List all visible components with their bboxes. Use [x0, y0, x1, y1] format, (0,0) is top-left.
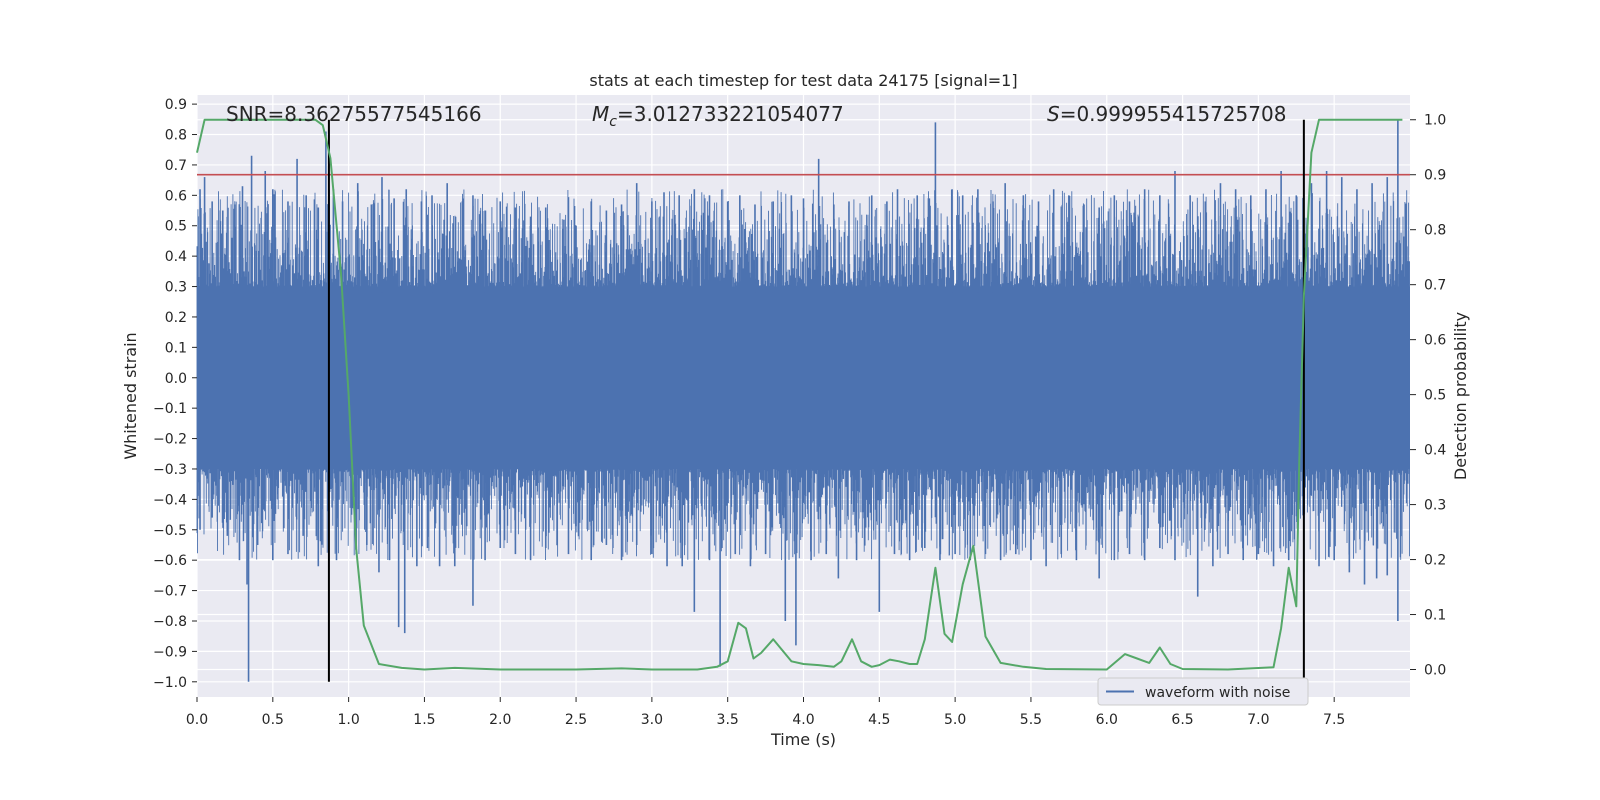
- mc-value: =3.012733221054077: [617, 102, 844, 126]
- y-right-tick-label: 0.9: [1424, 168, 1446, 184]
- vertical-markers: [327, 119, 1305, 682]
- x-tick-label: 2.5: [565, 712, 587, 728]
- x-tick-label: 3.0: [641, 712, 663, 728]
- legend-entry-waveform: waveform with noise: [1145, 685, 1290, 701]
- y-left-tick-label: −0.4: [153, 492, 187, 508]
- y-right-tick-label: 0.3: [1424, 498, 1446, 514]
- y-left-tick-label: 0.7: [165, 158, 187, 174]
- y-right-tick-label: 0.6: [1424, 333, 1446, 349]
- y-right-tick-label: 0.7: [1424, 278, 1446, 294]
- y-left-tick-label: −0.8: [153, 614, 187, 630]
- y-left-tick-label: −1.0: [153, 675, 187, 691]
- x-tick-label: 5.0: [944, 712, 966, 728]
- y-left-tick-label: −0.9: [153, 644, 187, 660]
- y-left-tick-label: 0.1: [165, 340, 187, 356]
- y-left-tick-label: 0.6: [165, 188, 187, 204]
- y-right-tick-label: 0.8: [1424, 223, 1446, 239]
- x-tick-label: 4.0: [792, 712, 814, 728]
- y-left-tick-label: −0.3: [153, 462, 187, 478]
- y-axis-left-label: Whitened strain: [121, 332, 140, 459]
- x-tick-label: 0.0: [186, 712, 208, 728]
- chart-title: stats at each timestep for test data 241…: [589, 71, 1017, 90]
- y-right-tick-label: 1.0: [1424, 113, 1446, 129]
- x-tick-label: 2.0: [489, 712, 511, 728]
- x-tick-label: 5.5: [1020, 712, 1042, 728]
- x-tick-label: 4.5: [868, 712, 890, 728]
- y-left-tick-label: 0.2: [165, 310, 187, 326]
- y-right-tick-label: 0.2: [1424, 553, 1446, 569]
- y-left-tick-label: −0.5: [153, 523, 187, 539]
- y-left-tick-label: −0.2: [153, 432, 187, 448]
- legend-box: [1097, 677, 1309, 706]
- probability-line: [196, 118, 1403, 671]
- y-left-tick-label: −0.6: [153, 553, 187, 569]
- s-symbol: S: [1047, 102, 1060, 126]
- y-left-tick-label: 0.0: [165, 371, 187, 387]
- y-left-tick-label: 0.8: [165, 128, 187, 144]
- x-axis-label: Time (s): [770, 730, 836, 749]
- x-axis-ticks: 0.0 0.5 1.0 1.5 2.0 2.5 3.0 3.5 4.0 4.5 5.0 5.5 6.0 6…: [186, 697, 1345, 728]
- x-tick-label: 1.0: [337, 712, 359, 728]
- snr-annotation: SNR=8.36275577545166: [226, 102, 482, 126]
- x-tick-label: 0.5: [262, 712, 284, 728]
- y-right-tick-label: 0.1: [1424, 608, 1446, 624]
- probability-series: [196, 118, 1403, 671]
- mc-annotation: Mc=3.012733221054077: [592, 102, 844, 130]
- y-left-tick-label: 0.4: [165, 249, 187, 265]
- y-right-axis-ticks: 1.0 0.9 0.8 0.7 0.6 0.5 0.4 0.3 0.2 0.1 0.0: [1410, 113, 1446, 679]
- y-right-tick-label: 0.5: [1424, 388, 1446, 404]
- y-left-tick-label: 0.3: [165, 280, 187, 296]
- y-right-tick-label: 0.4: [1424, 443, 1446, 459]
- x-tick-label: 1.5: [413, 712, 435, 728]
- y-left-tick-label: 0.5: [165, 219, 187, 235]
- y-left-tick-label: 0.9: [165, 97, 187, 113]
- y-left-tick-label: −0.1: [153, 401, 187, 417]
- mc-subscript: c: [609, 114, 617, 130]
- y-left-tick-label: −0.7: [153, 584, 187, 600]
- x-tick-label: 6.5: [1171, 712, 1193, 728]
- waveform-series: [196, 119, 1410, 682]
- x-tick-label: 3.5: [717, 712, 739, 728]
- s-value: =0.999955415725708: [1060, 102, 1287, 126]
- y-left-axis-ticks: 0.9 0.8 0.7 0.6 0.5 0.4 0.3 0.2 0.1 0.0 −0.1 −0.2 −0…: [153, 97, 197, 691]
- x-tick-label: 6.0: [1096, 712, 1118, 728]
- legend: waveform with noise: [1097, 677, 1309, 706]
- x-tick-label: 7.0: [1247, 712, 1269, 728]
- waveform-noise-trace: [196, 189, 1410, 561]
- s-annotation: S=0.999955415725708: [1047, 102, 1286, 126]
- y-right-tick-label: 0.0: [1424, 663, 1446, 679]
- mc-symbol: M: [592, 102, 609, 126]
- x-tick-label: 7.5: [1323, 712, 1345, 728]
- y-axis-right-label: Detection probability: [1451, 312, 1470, 480]
